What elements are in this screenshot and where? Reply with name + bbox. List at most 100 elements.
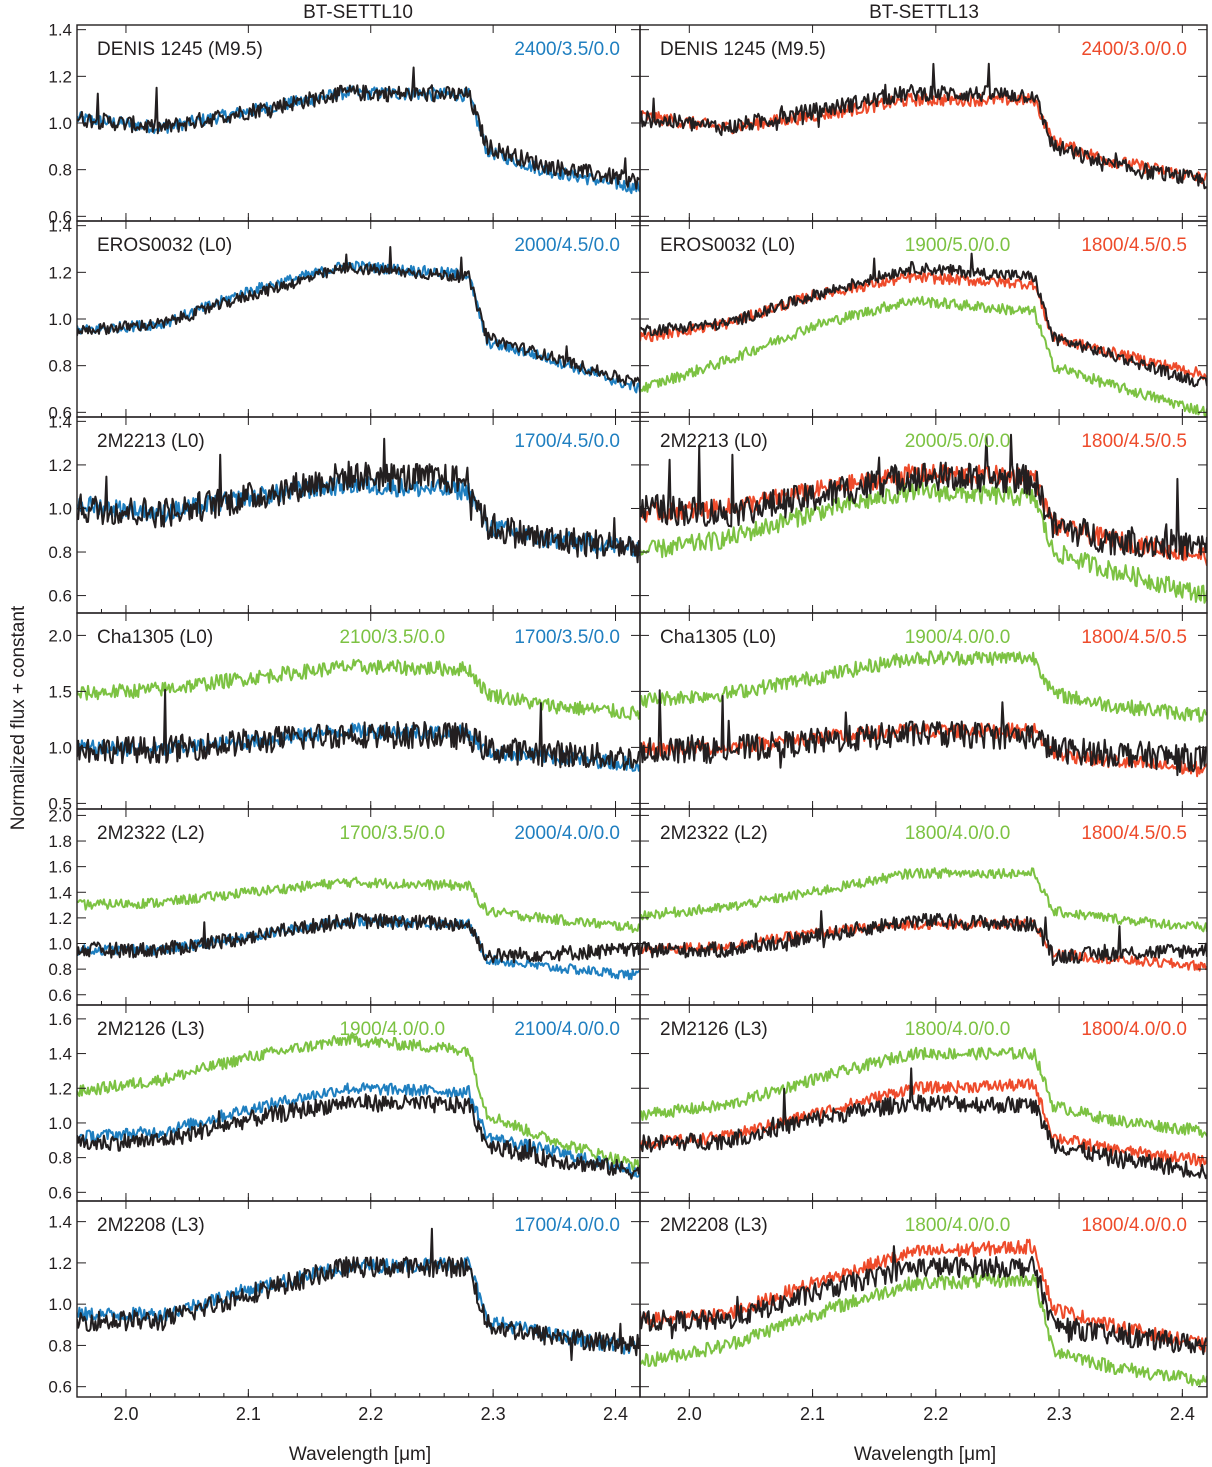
observed-series [640,62,1207,190]
y-tick-label: 1.2 [48,67,72,86]
observed-series [77,1227,640,1362]
observed-series [640,252,1207,388]
model-series-red-1 [640,918,1207,972]
model-series-green-0 [77,1033,640,1172]
column-title-right: BT-SETTL13 [869,2,979,23]
model-series-green-0 [640,295,1207,417]
model-series-green-0 [640,867,1207,933]
observed-series [640,689,1207,777]
x-tick-label: 2.4 [1170,1404,1195,1424]
y-tick-label: 0.6 [48,1183,72,1202]
x-tick-label: 2.1 [236,1404,261,1424]
y-tick-label: 1.2 [48,456,72,475]
observed-series [640,433,1207,561]
model-label: 2000/4.5/0.0 [514,235,620,256]
model-label: 1800/4.5/0.5 [1081,627,1187,648]
model-label: 1700/4.5/0.0 [514,431,620,452]
panel-right-2: 2M2213 (L0) 2000/5.0/0.0 1800/4.5/0.5 [639,416,1208,614]
model-label: 2400/3.5/0.0 [514,39,620,60]
object-label: 2M2208 (L3) [660,1215,768,1236]
y-tick-label: 1.0 [48,114,72,133]
observed-series [640,910,1207,966]
model-label: 1800/4.5/0.5 [1081,823,1187,844]
y-tick-label: 0.5 [48,794,72,813]
y-tick-label: 0.8 [48,543,72,562]
y-tick-label: 1.4 [48,883,72,902]
object-label: 2M2322 (L2) [660,823,768,844]
model-label: 1800/4.0/0.0 [905,1019,1011,1040]
y-tick-label: 1.8 [48,832,72,851]
panel-frame [639,1200,1208,1398]
model-label: 1800/4.0/0.0 [1081,1215,1187,1236]
y-tick-label: 1.5 [48,682,72,701]
y-tick-label: 1.0 [48,310,72,329]
panel-right-3: Cha1305 (L0) 1900/4.0/0.0 1800/4.5/0.5 [639,612,1208,810]
panel-left-0: 0.6 0.8 1.0 1.2 1.4 DENIS 1245 (M9.5) 2400/3.5… [48,21,641,226]
y-tick-label: 0.6 [48,403,72,422]
y-tick-label: 0.6 [48,587,72,606]
observed-series [77,912,640,964]
observed-series [640,1067,1207,1180]
model-label: 1900/4.0/0.0 [905,627,1011,648]
column-title-left: BT-SETTL10 [303,2,413,23]
object-label: Cha1305 (L0) [97,627,213,648]
model-label: 1800/4.5/0.5 [1081,431,1187,452]
model-series-blue-0 [77,85,640,195]
object-label: 2M2126 (L3) [660,1019,768,1040]
object-label: 2M2213 (L0) [660,431,768,452]
x-tick-label: 2.2 [923,1404,948,1424]
x-axis-label-right: Wavelength [μm] [854,1444,996,1465]
model-label: 1800/4.0/0.0 [905,1215,1011,1236]
model-label: 2000/4.0/0.0 [514,823,620,844]
x-label-suffix: ] [991,1444,996,1465]
model-series-green-0 [640,650,1207,723]
panel-plot-area [77,437,640,564]
y-axis-label: Normalized flux + constant [8,605,29,830]
observed-series [77,688,640,771]
model-series-red-1 [640,1238,1207,1353]
y-tick-label: 2.0 [48,806,72,825]
observed-series [640,1245,1207,1356]
panel-right-1: EROS0032 (L0) 1900/5.0/0.0 1800/4.5/0.5 [639,220,1208,418]
model-label: 2000/5.0/0.0 [905,431,1011,452]
panel-left-4: 0.6 0.8 1.0 1.2 1.4 1.6 1.8 2.0 2M2322 (L2) 1700/… [48,806,641,1006]
x-label-prefix: Wavelength [ [289,1444,400,1465]
panel-plot-area [640,252,1207,417]
y-tick-label: 1.4 [48,21,72,40]
panel-right-6: 2M2208 (L3) 1800/4.0/0.0 1800/4.0/0.0 2.0 2.… [639,1200,1208,1424]
object-label: DENIS 1245 (M9.5) [97,39,263,60]
x-label-prefix: Wavelength [ [854,1444,965,1465]
panel-left-6: 0.6 0.8 1.0 1.2 1.4 2M2208 (L3) 1700/4.0/0.0 2.… [48,1200,641,1424]
panel-grid: 0.6 0.8 1.0 1.2 1.4 DENIS 1245 (M9.5) 2400/3.5… [48,21,1208,1424]
x-tick-label: 2.0 [677,1404,702,1424]
model-series-green-0 [640,1046,1207,1138]
y-tick-label: 0.6 [48,986,72,1005]
panel-plot-area [640,433,1207,604]
object-label: Cha1305 (L0) [660,627,776,648]
model-label: 1800/4.5/0.5 [1081,235,1187,256]
model-label: 1800/4.0/0.0 [905,823,1011,844]
panel-right-4: 2M2322 (L2) 1800/4.0/0.0 1800/4.5/0.5 [639,808,1208,1006]
model-label: 1700/3.5/0.0 [514,627,620,648]
model-label: 2100/4.0/0.0 [514,1019,620,1040]
panel-plot-area [640,62,1207,190]
y-tick-label: 0.8 [48,161,72,180]
panel-plot-area [77,66,640,195]
x-label-unit: μm [399,1444,426,1465]
model-series-green-0 [77,876,640,934]
observed-series [77,1093,640,1180]
observed-series [77,246,640,387]
panel-plot-area [640,1238,1207,1387]
panel-left-5: 0.6 0.8 1.0 1.2 1.4 1.6 2M2126 (L3) 1900/4.0/0.… [48,1004,641,1202]
observed-series [77,437,640,564]
panel-plot-area [77,1227,640,1362]
model-label: 1900/4.0/0.0 [339,1019,445,1040]
panel-right-5: 2M2126 (L3) 1800/4.0/0.0 1800/4.0/0.0 [639,1004,1208,1202]
x-tick-label: 2.2 [358,1404,383,1424]
y-tick-label: 1.2 [48,1254,72,1273]
x-axis-label-left: Wavelength [μm] [289,1444,431,1465]
y-tick-label: 2.0 [48,626,72,645]
model-label: 1700/3.5/0.0 [339,823,445,844]
panel-plot-area [77,1033,640,1180]
